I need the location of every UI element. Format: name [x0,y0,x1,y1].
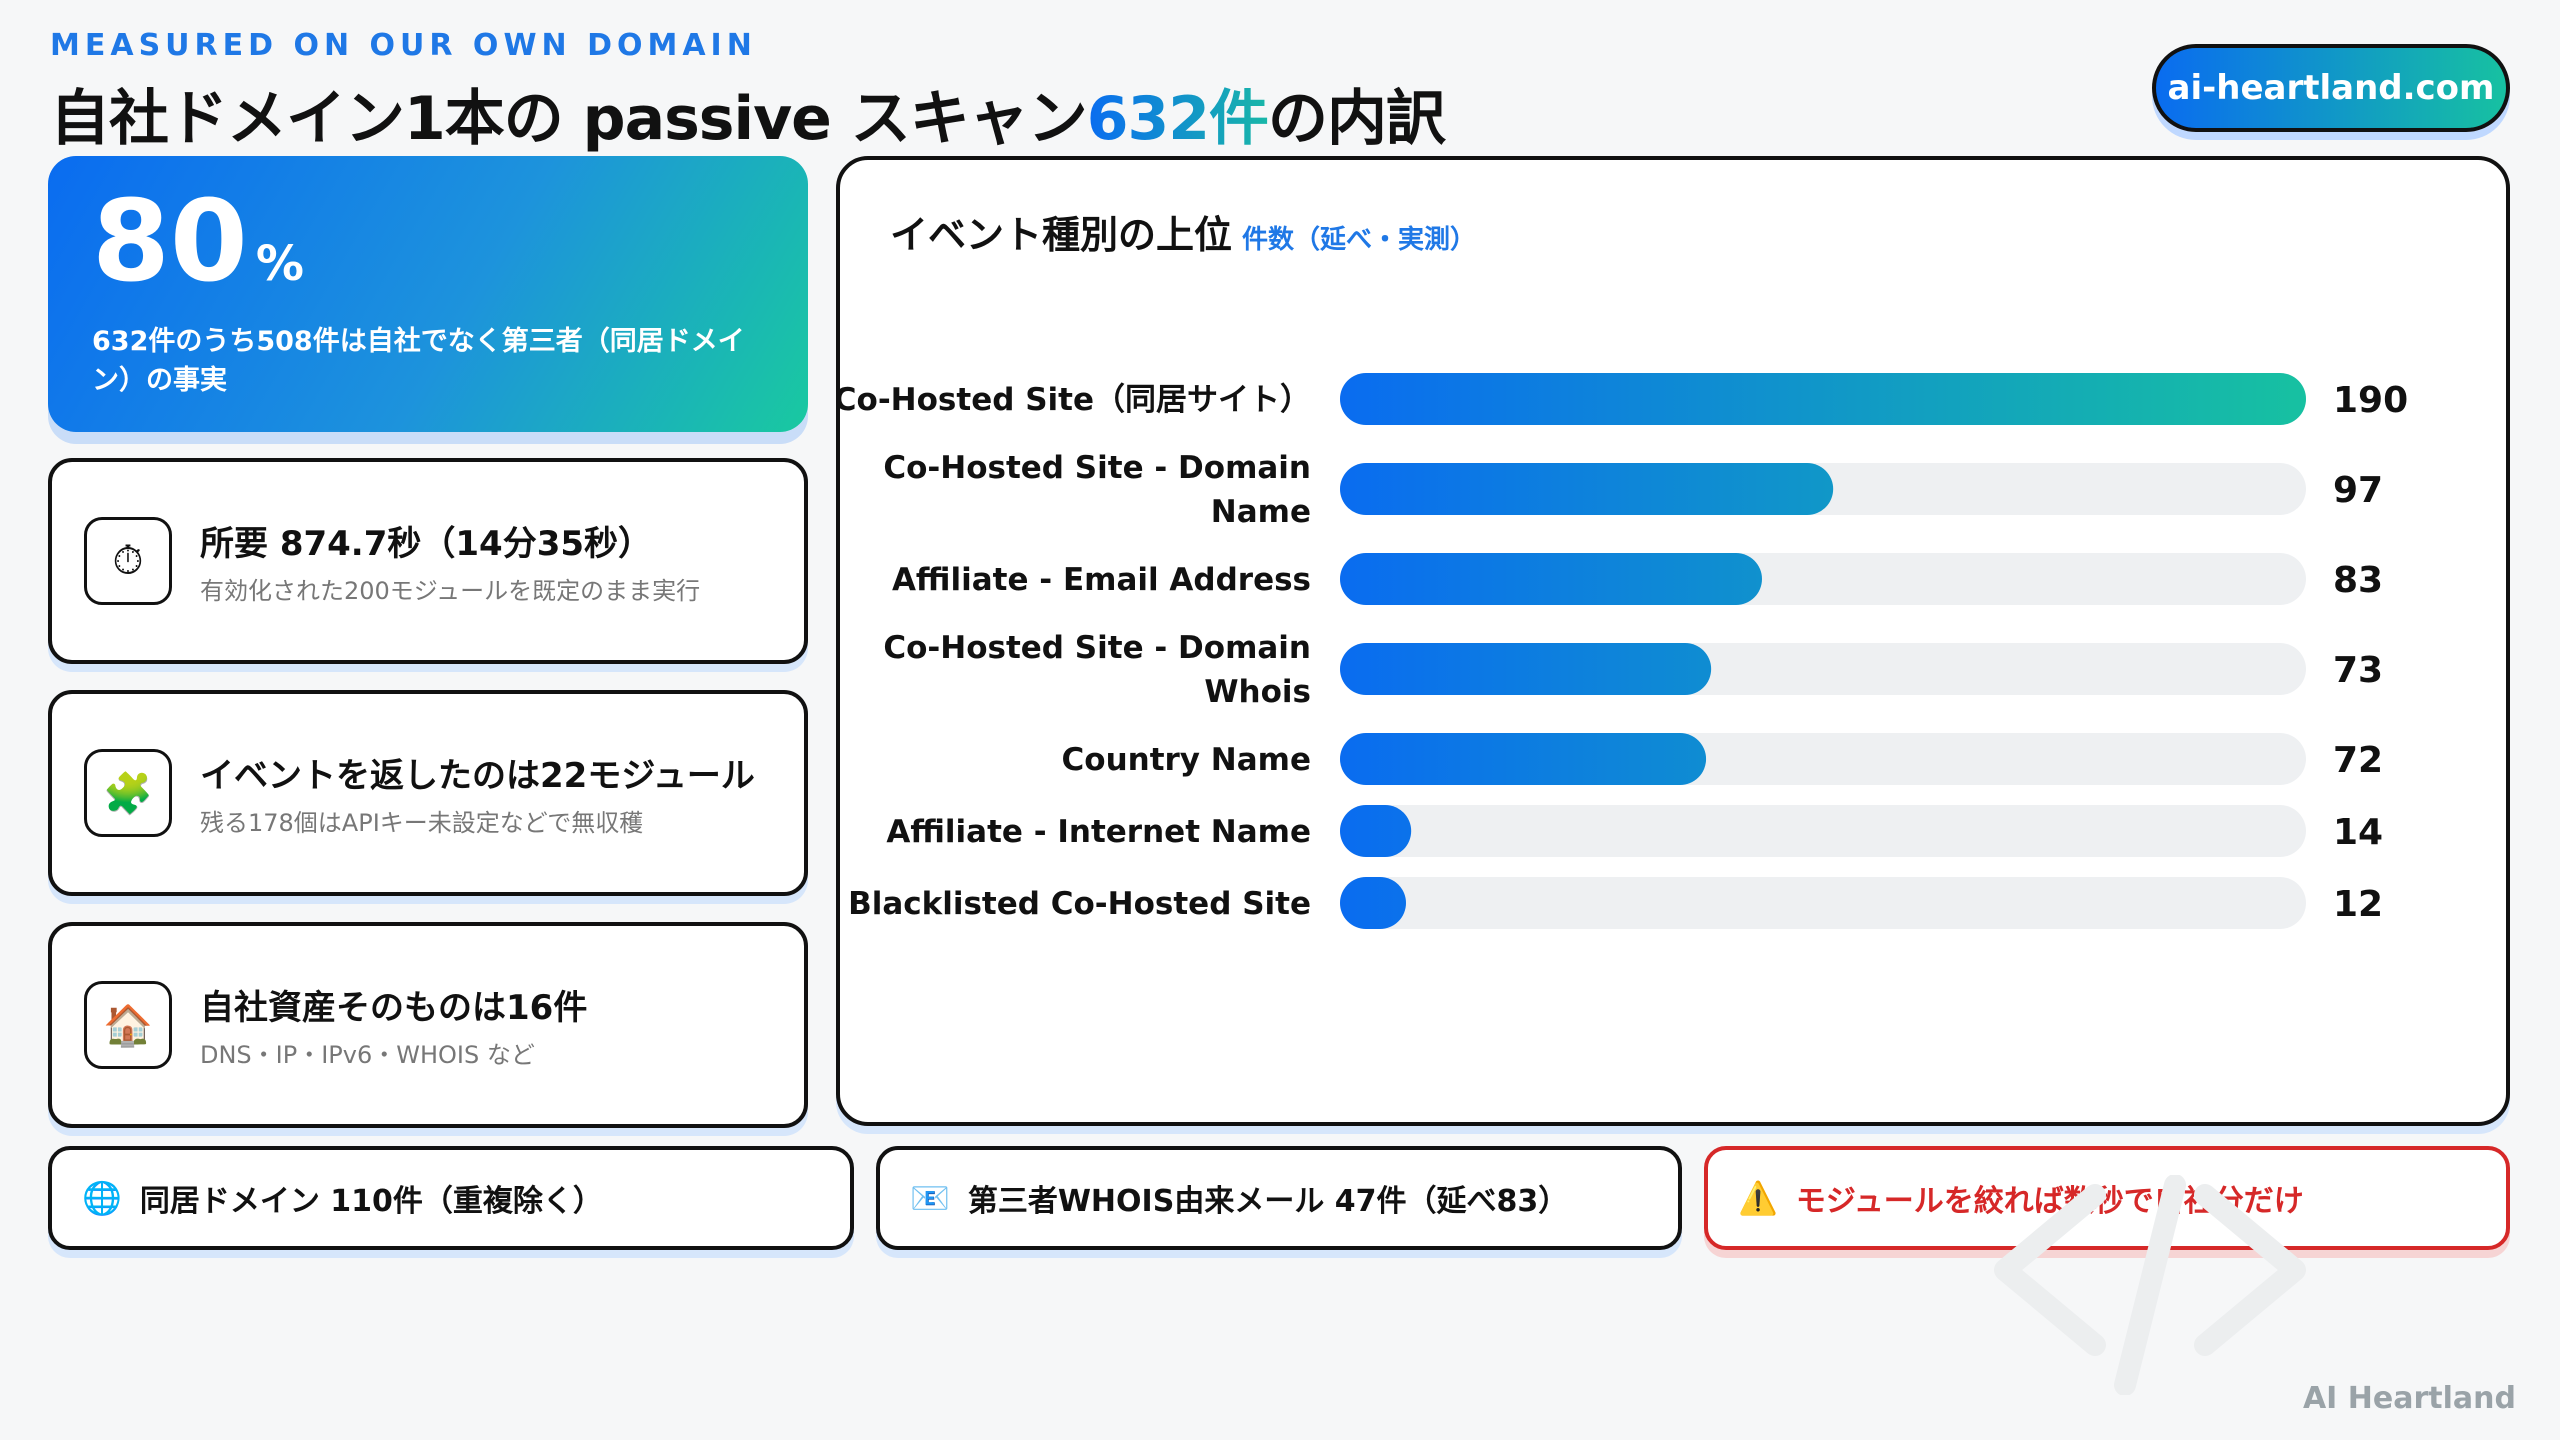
bottom-card-text: 同居ドメイン 110件（重複除く） [139,1184,603,1219]
puzzle-icon: 🧩 [84,749,172,837]
bar [1340,805,1412,857]
stat-card-duration: ⏱ 所要 874.7秒（14分35秒） 有効化された200モジュールを既定のまま… [48,458,808,664]
hero-value-row: 80% [92,186,764,298]
bar [1340,373,2306,425]
category-label: Co-Hosted Site - Domain Name [883,450,1311,530]
stat-card-title: イベントを返したのは22モジュール [200,756,755,796]
stat-card-text: イベントを返したのは22モジュール 残る178個はAPIキー未設定などで無収穫 [200,748,755,838]
house-icon: 🏠 [84,981,172,1069]
bar [1340,463,1834,515]
title-prefix: 自社ドメイン1本の passive スキャン [50,84,1088,154]
globe-icon: 🌐 [82,1179,122,1217]
envelope-icon: 📧 [910,1179,950,1217]
stat-card-modules: 🧩 イベントを返したのは22モジュール 残る178個はAPIキー未設定などで無収… [48,690,808,896]
value-label: 14 [2333,812,2383,853]
bar [1340,877,1406,929]
value-label: 12 [2333,884,2383,925]
hero-value: 80 [92,177,248,307]
title-accent: 632件 [1086,84,1269,154]
value-label: 73 [2333,650,2383,691]
chart-title-text: イベント種別の上位 [890,213,1233,257]
page-title: 自社ドメイン1本の passive スキャン632件の内訳 [50,70,1446,157]
chart-subtitle: 件数（延べ・実測） [1242,225,1477,255]
hero-description: 632件のうち508件は自社でなく第三者（同居ドメイン）の事実 [92,326,745,397]
stat-card-text: 所要 874.7秒（14分35秒） 有効化された200モジュールを既定のまま実行 [200,516,700,606]
category-label: Co-Hosted Site - Domain Whois [883,630,1311,710]
value-label: 190 [2333,380,2408,421]
bar [1340,733,1707,785]
bottom-card-cohosted: 🌐 同居ドメイン 110件（重複除く） [48,1146,854,1250]
stat-card-own-assets: 🏠 自社資産そのものは16件 DNS・IP・IPv6・WHOIS など [48,922,808,1128]
hero-stat-card: 80% 632件のうち508件は自社でなく第三者（同居ドメイン）の事実 [48,156,808,432]
bar-track [1340,805,2306,857]
bar-chart: Co-Hosted Site（同居サイト） 190 Co-Hosted Site -… [840,373,2408,929]
stat-card-title: 所要 874.7秒（14分35秒） [200,524,653,564]
stat-card-title: 自社資産そのものは16件 [200,988,588,1028]
bar [1340,643,1712,695]
bottom-card-text: 第三者WHOIS由来メール 47件（延べ83） [967,1184,1569,1219]
stopwatch-icon: ⏱ [84,517,172,605]
chart-panel: イベント種別の上位 件数（延べ・実測） Co-Hosted Site（同居サイト）… [836,156,2510,1126]
category-label: Affiliate - Email Address [892,562,1311,598]
value-label: 72 [2333,740,2383,781]
stat-card-subtitle: 残る178個はAPIキー未設定などで無収穫 [200,809,644,837]
bottom-card-whois-mail: 📧 第三者WHOIS由来メール 47件（延べ83） [876,1146,1682,1250]
bar [1340,553,1762,605]
code-watermark-icon [1994,1175,2306,1395]
hero-unit: % [255,236,304,292]
category-label: Country Name [1062,742,1311,778]
category-label: Affiliate - Internet Name [886,814,1311,850]
stat-card-text: 自社資産そのものは16件 DNS・IP・IPv6・WHOIS など [200,980,587,1070]
stat-card-subtitle: 有効化された200モジュールを既定のまま実行 [200,577,701,605]
eyebrow-label: MEASURED ON OUR OWN DOMAIN [50,28,757,63]
category-label: Blacklisted Co-Hosted Site [848,886,1311,922]
domain-badge: ai-heartland.com [2152,44,2510,132]
stat-card-subtitle: DNS・IP・IPv6・WHOIS など [200,1041,535,1069]
chart-title: イベント種別の上位 件数（延べ・実測） [890,204,1476,259]
value-label: 97 [2333,470,2383,511]
warning-icon: ⚠️ [1738,1179,1778,1217]
brand-label: AI Heartland [2302,1381,2516,1416]
bar-track [1340,877,2306,929]
value-label: 83 [2333,560,2383,601]
category-label: Co-Hosted Site（同居サイト） [840,382,1311,418]
title-suffix: の内訳 [1268,84,1446,154]
